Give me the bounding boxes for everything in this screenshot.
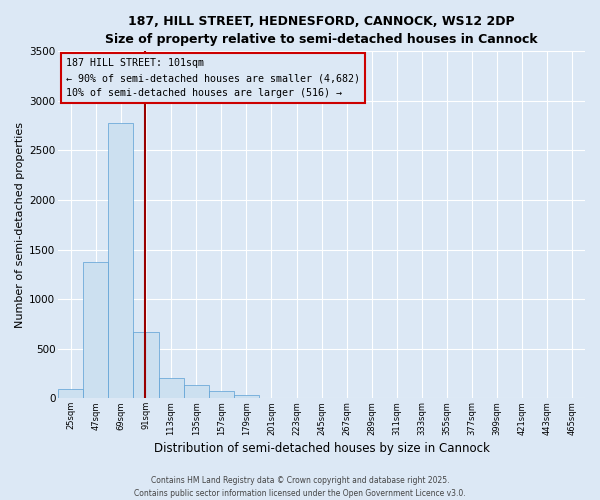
Title: 187, HILL STREET, HEDNESFORD, CANNOCK, WS12 2DP
Size of property relative to sem: 187, HILL STREET, HEDNESFORD, CANNOCK, W… [105,15,538,46]
Bar [184,386,209,398]
Bar [133,332,158,398]
Bar [234,396,259,398]
Y-axis label: Number of semi-detached properties: Number of semi-detached properties [15,122,25,328]
X-axis label: Distribution of semi-detached houses by size in Cannock: Distribution of semi-detached houses by … [154,442,490,455]
Bar [83,262,109,398]
Bar [58,390,83,398]
Text: 187 HILL STREET: 101sqm
← 90% of semi-detached houses are smaller (4,682)
10% of: 187 HILL STREET: 101sqm ← 90% of semi-de… [66,58,360,98]
Bar [109,122,133,398]
Bar [209,392,234,398]
Bar [158,378,184,398]
Text: Contains HM Land Registry data © Crown copyright and database right 2025.
Contai: Contains HM Land Registry data © Crown c… [134,476,466,498]
